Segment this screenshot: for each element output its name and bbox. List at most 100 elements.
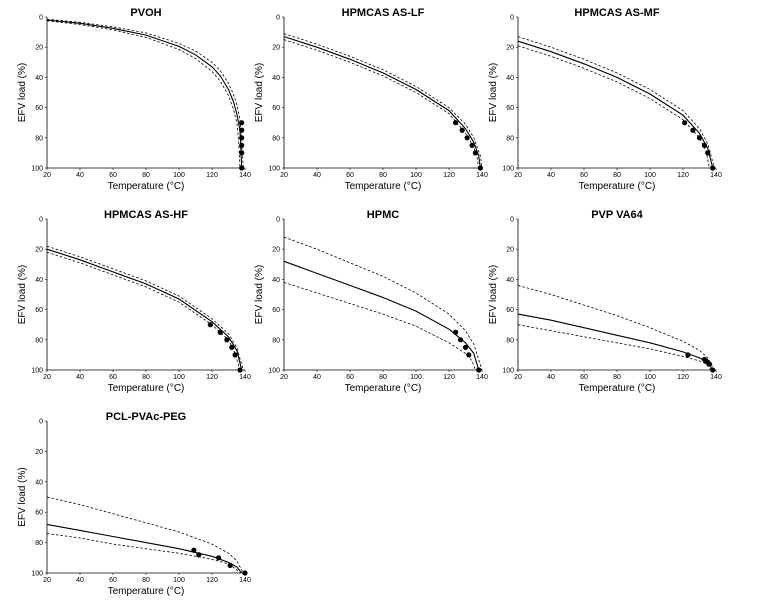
y-tick-label: 40: [272, 277, 280, 284]
y-axis-label: EFV load (%): [17, 265, 28, 324]
x-tick-label: 80: [613, 374, 621, 381]
y-axis-label: EFV load (%): [254, 265, 265, 324]
y-tick-label: 0: [39, 217, 43, 224]
y-tick-label: 20: [35, 247, 43, 254]
fit-curve: [517, 313, 714, 371]
chart-title: HPMCAS AS-MF: [574, 7, 659, 19]
y-tick-label: 100: [31, 166, 43, 173]
data-point: [696, 135, 703, 141]
chart-panel: PVP VA64 20 40 60 80 100 120 140 0 20 40 60 80 100 Tem…: [488, 209, 722, 394]
x-tick-label: 140: [476, 172, 488, 179]
x-axis-label: Temperature (°C): [108, 586, 185, 597]
y-tick-label: 60: [35, 105, 43, 112]
y-tick-label: 100: [268, 368, 280, 375]
x-tick-label: 60: [109, 374, 117, 381]
confidence-bound-curve: [283, 33, 483, 169]
x-tick-label: 140: [239, 374, 251, 381]
x-tick-label: 120: [206, 374, 218, 381]
x-tick-label: 80: [613, 172, 621, 179]
data-point: [239, 135, 245, 141]
confidence-bound-curve: [517, 324, 712, 371]
x-tick-label: 40: [76, 374, 84, 381]
y-axis-label: EFV load (%): [488, 265, 499, 324]
chart-title: HPMC: [367, 209, 399, 221]
confidence-bound-curve: [46, 251, 241, 371]
data-point: [239, 120, 245, 126]
data-point: [227, 562, 233, 569]
data-point: [682, 120, 688, 126]
x-axis-label: Temperature (°C): [345, 383, 422, 394]
confidence-bound-curve: [46, 18, 244, 169]
y-tick-label: 80: [506, 135, 514, 142]
data-point: [701, 142, 708, 148]
y-tick-label: 0: [510, 15, 514, 22]
chart-title: PCL-PVAc-PEG: [106, 411, 186, 423]
confidence-bound-curve: [46, 496, 244, 574]
data-point: [239, 127, 245, 133]
data-point: [457, 337, 464, 343]
x-tick-label: 40: [547, 172, 555, 179]
y-tick-label: 0: [510, 217, 514, 224]
y-tick-label: 0: [39, 419, 43, 426]
data-point: [462, 344, 469, 350]
data-point: [705, 150, 711, 156]
data-point: [196, 552, 202, 558]
confidence-bound-curve: [283, 236, 483, 371]
y-tick-label: 60: [506, 105, 514, 112]
y-tick-label: 20: [506, 247, 514, 254]
x-tick-label: 80: [379, 172, 387, 179]
x-tick-label: 20: [43, 577, 51, 584]
data-point: [239, 165, 245, 171]
x-tick-label: 60: [109, 577, 117, 584]
data-point: [690, 127, 696, 133]
x-tick-label: 60: [346, 374, 354, 381]
x-tick-label: 140: [710, 172, 722, 179]
data-point: [476, 367, 482, 373]
y-tick-label: 40: [506, 277, 514, 284]
y-tick-label: 100: [31, 368, 43, 375]
data-point: [207, 322, 213, 328]
x-tick-label: 40: [313, 374, 321, 381]
confidence-bound-curve: [46, 20, 241, 169]
data-point: [224, 337, 230, 343]
y-tick-label: 20: [272, 45, 280, 52]
x-tick-label: 100: [644, 374, 656, 381]
x-axis-label: Temperature (°C): [345, 181, 422, 192]
y-tick-label: 60: [272, 307, 280, 314]
y-tick-label: 100: [31, 571, 43, 578]
data-point: [453, 120, 459, 126]
x-tick-label: 80: [142, 374, 150, 381]
data-point: [232, 352, 238, 358]
data-point: [710, 367, 716, 373]
fit-curve: [46, 523, 243, 574]
y-tick-label: 60: [35, 307, 43, 314]
x-tick-label: 100: [644, 172, 656, 179]
confidence-bound-curve: [46, 533, 241, 574]
chart-panel: PVOH 20 40 60 80 100 120 140 0 20 40 60 80 100 Tempera…: [17, 7, 251, 192]
y-tick-label: 0: [39, 15, 43, 22]
y-axis-label: EFV load (%): [254, 63, 265, 122]
data-point: [229, 344, 235, 350]
x-axis-label: Temperature (°C): [579, 181, 656, 192]
y-tick-label: 60: [506, 307, 514, 314]
x-tick-label: 60: [580, 374, 588, 381]
data-point: [472, 150, 478, 156]
data-point: [710, 165, 716, 171]
data-point: [464, 135, 470, 141]
x-tick-label: 120: [677, 374, 689, 381]
chart-panel: HPMCAS AS-LF 20 40 60 80 100 120 140 0 20 40 60 80 10…: [254, 7, 488, 192]
y-tick-label: 20: [35, 449, 43, 456]
fit-curve: [517, 40, 714, 169]
x-tick-label: 140: [710, 374, 722, 381]
x-axis-label: Temperature (°C): [108, 383, 185, 394]
y-tick-label: 40: [35, 75, 43, 82]
y-tick-label: 20: [506, 45, 514, 52]
fit-curve: [46, 248, 243, 371]
data-point: [217, 329, 223, 335]
y-tick-label: 40: [272, 75, 280, 82]
x-tick-label: 120: [677, 172, 689, 179]
y-tick-label: 80: [35, 337, 43, 344]
x-tick-label: 140: [239, 577, 251, 584]
y-tick-label: 80: [272, 135, 280, 142]
